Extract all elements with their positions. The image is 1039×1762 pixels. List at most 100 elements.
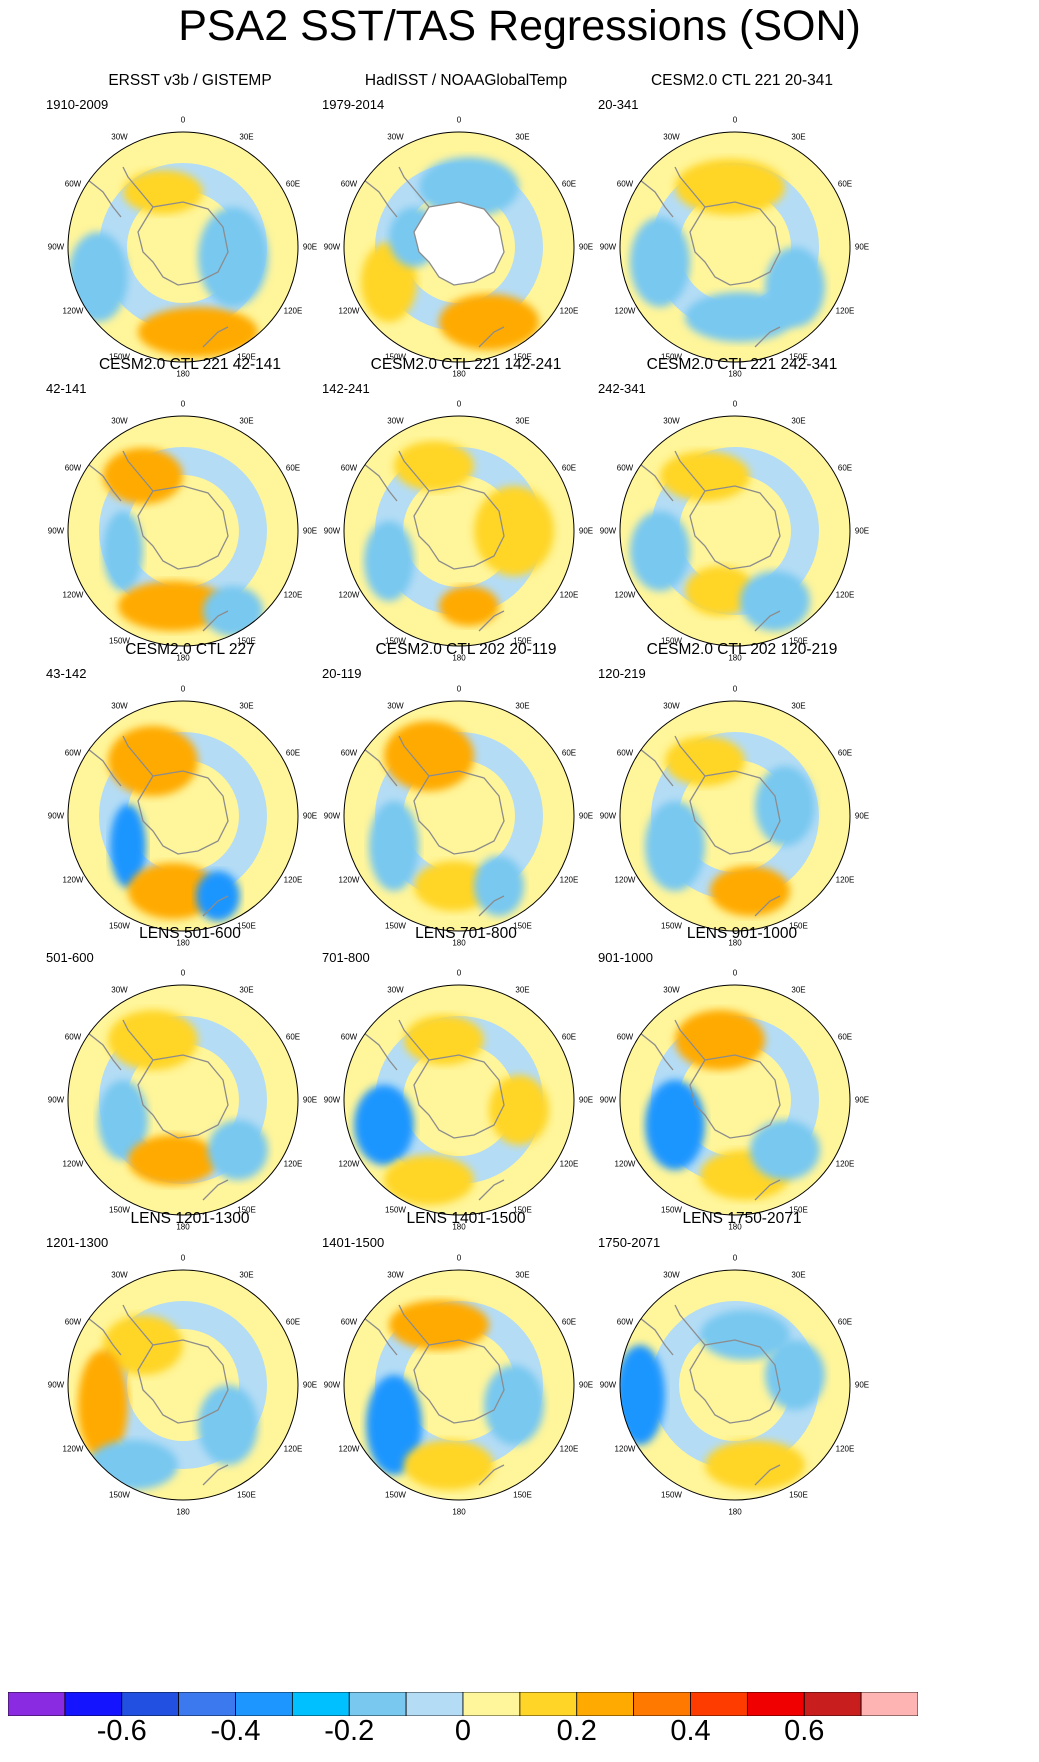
graticule-label: 150E bbox=[789, 921, 808, 931]
masked-region bbox=[414, 202, 504, 285]
coastline bbox=[77, 1019, 229, 1201]
graticule-label: 60W bbox=[64, 1317, 82, 1326]
graticule-label: 150W bbox=[109, 636, 130, 646]
map-boundary bbox=[343, 700, 575, 932]
graticule-label: 120E bbox=[835, 590, 855, 599]
graticule-label: 120W bbox=[338, 590, 360, 599]
graticule-label: 90W bbox=[323, 1095, 341, 1105]
panel-period: 20-341 bbox=[598, 97, 639, 112]
graticule-label: 120E bbox=[835, 1444, 855, 1453]
colorbar-tick: 0.4 bbox=[670, 1715, 711, 1747]
graticule-label: 0 bbox=[456, 1253, 462, 1263]
graticule-label: 30W bbox=[111, 701, 128, 711]
graticule-label: 90E bbox=[578, 242, 594, 252]
graticule-label: 120W bbox=[614, 590, 636, 599]
coastline bbox=[77, 166, 229, 348]
polar-map bbox=[619, 131, 851, 363]
graticule-label: 0 bbox=[732, 1253, 738, 1263]
anomaly-region bbox=[645, 1080, 705, 1170]
anomaly-region bbox=[366, 1375, 422, 1475]
graticule-label: 30W bbox=[663, 985, 680, 995]
anomaly-region bbox=[384, 1155, 474, 1205]
graticule-label: 30E bbox=[239, 701, 254, 711]
graticule-label: 180 bbox=[728, 1507, 742, 1517]
graticule-label: 30W bbox=[663, 132, 680, 142]
polar-map bbox=[619, 700, 851, 932]
map-panel: CESM2.0 CTL 221 20-341 20-341 0 30E 60E 90E 12… bbox=[592, 72, 892, 379]
anomaly-region bbox=[394, 441, 474, 491]
polar-map bbox=[67, 1269, 299, 1501]
graticule-label: 60E bbox=[285, 1032, 301, 1041]
graticule-label: 90W bbox=[47, 242, 65, 252]
anomaly-region bbox=[705, 1440, 805, 1490]
panel-title: CESM2.0 CTL 221 20-341 bbox=[650, 72, 834, 89]
figure-title: PSA2 SST/TAS Regressions (SON) bbox=[178, 2, 861, 50]
anomaly-region bbox=[620, 1345, 665, 1445]
graticule-label: 0 bbox=[456, 968, 462, 978]
graticule-label: 90W bbox=[323, 242, 341, 252]
graticule-label: 180 bbox=[176, 1507, 190, 1517]
colorbar bbox=[8, 1692, 918, 1716]
graticule-label: 120W bbox=[614, 306, 636, 315]
map-panel: LENS 501-600 501-600 0 30E 60E 90E 120E 150E 180… bbox=[40, 925, 340, 1232]
graticule-label: 90E bbox=[302, 1380, 318, 1390]
graticule-label: 120W bbox=[62, 590, 84, 599]
coastline bbox=[353, 166, 505, 348]
graticule-label: 60W bbox=[616, 1032, 634, 1041]
graticule-label: 120W bbox=[338, 1159, 360, 1168]
panel-period: 1750-2071 bbox=[598, 1235, 661, 1250]
graticule-label: 150W bbox=[661, 636, 682, 646]
graticule-label: 90E bbox=[854, 1095, 870, 1105]
graticule-label: 60E bbox=[837, 1032, 853, 1041]
graticule-label: 120E bbox=[559, 1444, 579, 1453]
colorbar-tick: -0.2 bbox=[324, 1715, 375, 1747]
anomaly-region bbox=[123, 170, 203, 214]
colorbar-swatch bbox=[690, 1692, 748, 1716]
graticule-label: 90W bbox=[599, 1095, 617, 1105]
colorbar-swatch bbox=[803, 1692, 862, 1716]
graticule-label: 30E bbox=[239, 1270, 254, 1280]
anomaly-region bbox=[68, 232, 128, 322]
anomaly-region bbox=[404, 1440, 494, 1490]
colorbar-tick: -0.6 bbox=[96, 1715, 147, 1747]
map-boundary bbox=[619, 131, 851, 363]
graticule-label: 60E bbox=[561, 463, 577, 472]
graticule-label: 120E bbox=[283, 1159, 303, 1168]
graticule-label: 60W bbox=[64, 463, 82, 472]
anomaly-region bbox=[198, 1385, 258, 1465]
graticule-label: 120E bbox=[559, 590, 579, 599]
graticule-label: 150W bbox=[661, 921, 682, 931]
anomaly-region bbox=[474, 856, 524, 916]
panel-period: 1401-1500 bbox=[322, 1235, 385, 1250]
graticule-label: 150W bbox=[661, 1205, 682, 1215]
panel-title: LENS 1201-1300 bbox=[130, 1210, 250, 1227]
anomaly-region bbox=[364, 521, 414, 601]
map-panel: LENS 701-800 701-800 0 30E 60E 90E 120E 150E 180… bbox=[316, 925, 616, 1232]
anomaly-region bbox=[484, 1365, 544, 1445]
panel-period: 1979-2014 bbox=[322, 97, 385, 112]
graticule-label: 60E bbox=[561, 1317, 577, 1326]
graticule-label: 150W bbox=[385, 636, 406, 646]
graticule-label: 60W bbox=[340, 179, 358, 188]
graticule-label: 120W bbox=[62, 1444, 84, 1453]
anomaly-region bbox=[404, 1015, 484, 1065]
panel-title: CESM2.0 CTL 202 120-219 bbox=[646, 641, 838, 658]
graticule-label: 30E bbox=[791, 132, 806, 142]
graticule-label: 60W bbox=[616, 748, 634, 757]
graticule-label: 90E bbox=[578, 1095, 594, 1105]
graticule-label: 180 bbox=[452, 938, 466, 948]
colorbar-swatch bbox=[121, 1692, 180, 1716]
graticule-label: 120E bbox=[283, 306, 303, 315]
graticule-label: 30W bbox=[111, 1270, 128, 1280]
graticule-label: 90W bbox=[47, 1095, 65, 1105]
graticule-label: 150W bbox=[109, 1490, 130, 1500]
graticule-label: 90W bbox=[599, 1380, 617, 1390]
panel-title: CESM2.0 CTL 221 242-341 bbox=[646, 356, 838, 373]
graticule-label: 60E bbox=[837, 179, 853, 188]
graticule-label: 150W bbox=[661, 1490, 682, 1500]
graticule-label: 180 bbox=[728, 653, 742, 663]
panel-period: 42-141 bbox=[46, 381, 87, 396]
panel-period: 901-1000 bbox=[598, 950, 653, 965]
panel-period: 142-241 bbox=[322, 381, 370, 396]
map-panel: CESM2.0 CTL 202 120-219 120-219 0 30E 60E 90E… bbox=[592, 641, 892, 948]
